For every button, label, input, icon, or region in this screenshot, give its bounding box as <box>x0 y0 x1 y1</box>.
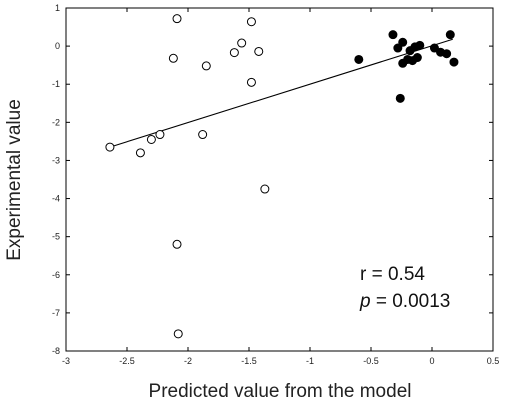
y-tick-label: -5 <box>52 232 60 242</box>
open-data-point <box>254 46 264 56</box>
open-data-point <box>146 134 156 144</box>
y-tick-label: -3 <box>52 155 60 165</box>
x-tick-label: -0.5 <box>363 356 379 366</box>
filled-data-point <box>398 37 408 47</box>
open-data-point <box>168 53 178 63</box>
x-tick-label: -2.5 <box>119 356 135 366</box>
open-data-point <box>173 329 183 339</box>
open-data-point <box>260 184 270 194</box>
x-tick-label: -1.5 <box>241 356 257 366</box>
open-data-point <box>237 38 247 48</box>
x-tick-label: 0 <box>429 356 434 366</box>
open-data-point <box>155 130 165 140</box>
filled-data-point <box>388 30 398 40</box>
open-data-point <box>172 14 182 24</box>
data-points <box>105 14 459 339</box>
y-tick-label: -4 <box>52 194 60 204</box>
x-tick-label: -2 <box>184 356 192 366</box>
y-tick-label: -2 <box>52 117 60 127</box>
filled-data-point <box>354 54 364 64</box>
x-axis: -3 -2.5 -2 -1.5 -1 -0.5 0 0.5 <box>62 8 499 366</box>
open-data-point <box>246 17 256 27</box>
plot-frame <box>65 7 494 352</box>
x-tick-label: -3 <box>62 356 70 366</box>
filled-data-point <box>429 43 439 53</box>
open-data-point <box>105 142 115 152</box>
open-data-point <box>198 130 208 140</box>
y-axis: 1 0 -1 -2 -3 -4 -5 -6 -7 -8 <box>52 3 493 356</box>
y-axis-title: Experimental value <box>4 99 25 261</box>
p-value-annotation: p = 0.0013 <box>359 291 450 312</box>
open-data-point <box>229 48 239 58</box>
y-tick-label: 0 <box>55 41 60 51</box>
filled-data-point <box>449 57 459 67</box>
p-letter: p <box>359 291 371 312</box>
p-value-text: = 0.0013 <box>371 291 451 312</box>
open-data-point <box>135 148 145 158</box>
filled-data-point <box>393 43 403 53</box>
filled-data-point <box>395 93 405 103</box>
y-tick-label: 1 <box>55 3 60 13</box>
open-data-point <box>172 239 182 249</box>
open-data-point <box>201 61 211 71</box>
y-tick-label: -6 <box>52 270 60 280</box>
filled-data-point <box>445 30 455 40</box>
regression-line <box>109 38 453 148</box>
y-tick-label: -7 <box>52 308 60 318</box>
correlation-r-annotation: r = 0.54 <box>360 264 425 285</box>
filled-data-point <box>412 53 422 63</box>
filled-data-point <box>415 40 425 50</box>
open-data-point <box>246 77 256 87</box>
filled-data-point <box>442 49 452 59</box>
x-tick-label: -1 <box>306 356 314 366</box>
y-tick-label: -8 <box>52 346 60 356</box>
x-axis-title: Predicted value from the model <box>149 381 412 402</box>
x-tick-label: 0.5 <box>487 356 500 366</box>
y-tick-label: -1 <box>52 79 60 89</box>
